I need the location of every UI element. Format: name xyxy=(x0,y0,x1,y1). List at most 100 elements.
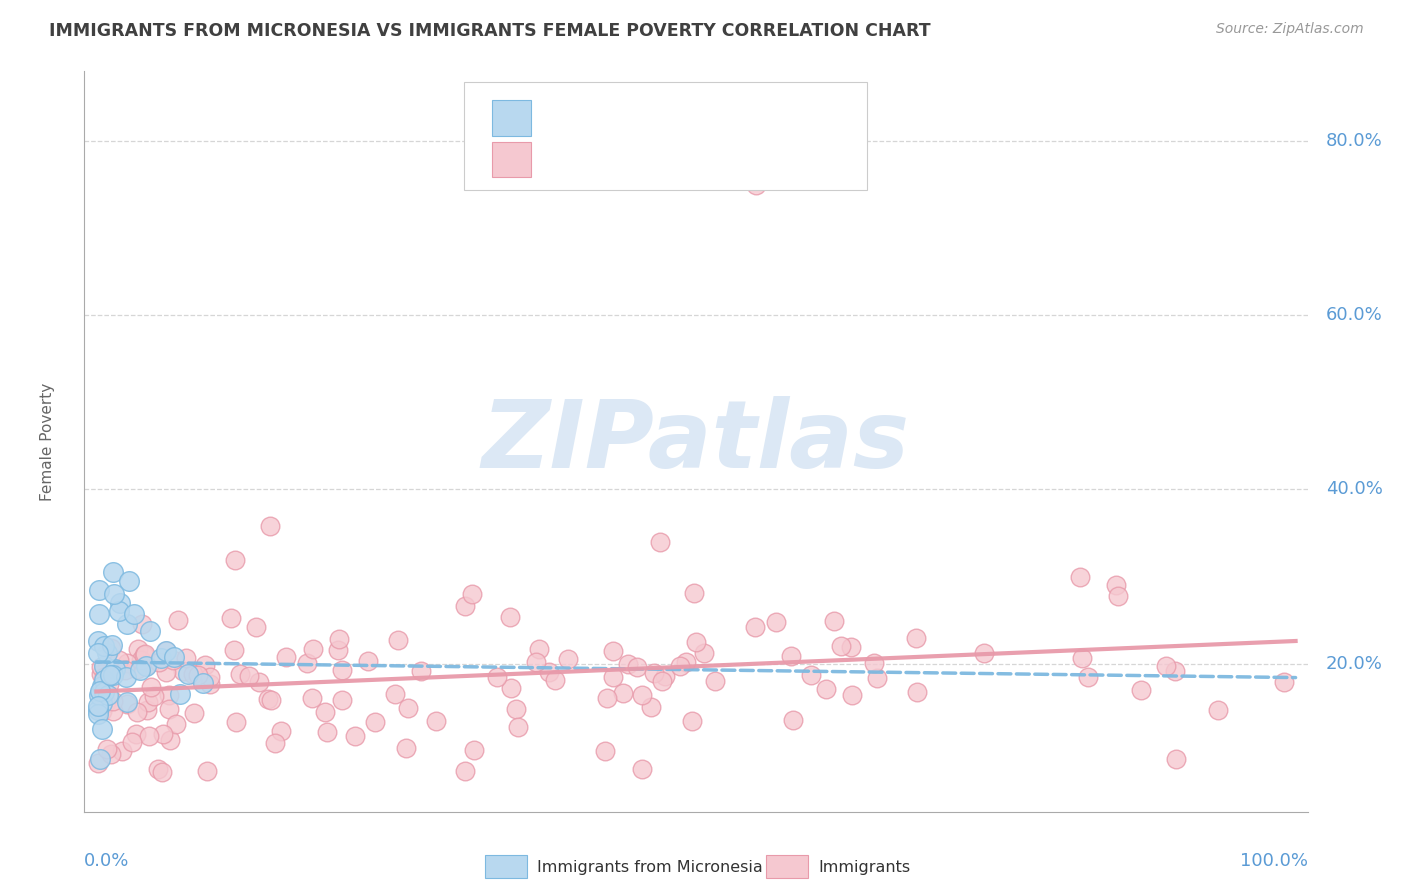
Point xyxy=(486,670,509,684)
Point xyxy=(86,706,108,721)
Point xyxy=(654,668,676,682)
Point xyxy=(129,663,152,677)
Point xyxy=(89,689,111,703)
Point xyxy=(93,685,115,699)
Point xyxy=(1154,659,1177,673)
Point xyxy=(222,643,245,657)
Point xyxy=(328,642,350,657)
Point xyxy=(86,634,108,648)
Point xyxy=(602,643,624,657)
Point xyxy=(98,668,121,682)
Point xyxy=(89,684,111,698)
Point xyxy=(527,641,550,656)
Point xyxy=(387,633,409,648)
Point xyxy=(100,747,122,761)
Point xyxy=(169,687,191,701)
Point xyxy=(93,670,115,684)
Point xyxy=(96,742,118,756)
Text: 20.0%: 20.0% xyxy=(1326,655,1384,673)
Point xyxy=(150,651,173,665)
Point xyxy=(225,715,247,730)
Point xyxy=(86,646,108,660)
Point xyxy=(409,664,432,678)
Point xyxy=(544,673,567,687)
Point xyxy=(219,611,242,625)
Point xyxy=(364,715,387,730)
Point xyxy=(87,607,110,621)
Point xyxy=(384,686,406,700)
Text: 0.0%: 0.0% xyxy=(84,853,129,871)
Point xyxy=(103,587,125,601)
Point xyxy=(193,676,215,690)
Point xyxy=(117,695,139,709)
Point xyxy=(122,607,145,621)
Point xyxy=(155,644,177,658)
Point xyxy=(136,657,159,672)
Point xyxy=(1206,703,1229,717)
Point xyxy=(395,740,418,755)
Point xyxy=(685,635,707,649)
Point xyxy=(863,657,886,671)
Point xyxy=(172,664,194,678)
Point xyxy=(800,668,823,682)
Point xyxy=(831,640,853,654)
Point xyxy=(537,665,560,680)
Point xyxy=(617,657,640,671)
Point xyxy=(142,689,165,703)
Point xyxy=(146,762,169,776)
Point xyxy=(745,178,768,192)
Point xyxy=(463,743,485,757)
Point xyxy=(176,651,198,665)
Point xyxy=(89,752,111,766)
Point xyxy=(131,616,153,631)
Point xyxy=(524,655,547,669)
Point xyxy=(162,653,184,667)
Point xyxy=(314,705,336,719)
Point xyxy=(155,665,177,679)
Point xyxy=(301,690,323,705)
Point xyxy=(108,596,131,610)
Point xyxy=(257,692,280,706)
Point xyxy=(90,659,112,673)
Point xyxy=(195,764,218,778)
Point xyxy=(612,686,634,700)
Point xyxy=(693,646,716,660)
Point xyxy=(198,677,221,691)
Text: 40.0%: 40.0% xyxy=(1326,481,1384,499)
Point xyxy=(260,692,283,706)
Point xyxy=(866,671,889,685)
Point xyxy=(593,744,616,758)
Point xyxy=(148,655,170,669)
Point xyxy=(200,670,222,684)
Point xyxy=(159,702,181,716)
Point xyxy=(90,696,112,710)
Point xyxy=(330,693,353,707)
Point xyxy=(87,703,110,717)
Point xyxy=(841,688,863,702)
Point xyxy=(90,666,112,681)
Point xyxy=(1069,569,1091,583)
Point xyxy=(155,644,177,658)
Point xyxy=(138,729,160,743)
Point xyxy=(839,640,862,654)
Point xyxy=(134,647,156,661)
Point xyxy=(94,696,117,710)
Point xyxy=(121,735,143,749)
FancyBboxPatch shape xyxy=(492,100,531,136)
Point xyxy=(247,675,270,690)
Point xyxy=(125,662,148,676)
Point xyxy=(104,662,127,676)
Point xyxy=(274,650,297,665)
Point xyxy=(454,599,477,614)
Point xyxy=(96,646,118,660)
Text: IMMIGRANTS FROM MICRONESIA VS IMMIGRANTS FEMALE POVERTY CORRELATION CHART: IMMIGRANTS FROM MICRONESIA VS IMMIGRANTS… xyxy=(49,22,931,40)
Point xyxy=(101,693,124,707)
Point xyxy=(344,729,367,743)
Text: R = -0.021   N =  41: R = -0.021 N = 41 xyxy=(550,109,785,128)
Point xyxy=(330,664,353,678)
Point xyxy=(115,670,138,684)
Point xyxy=(499,610,522,624)
Point xyxy=(103,565,125,579)
Point xyxy=(115,616,138,631)
Point xyxy=(643,666,665,681)
